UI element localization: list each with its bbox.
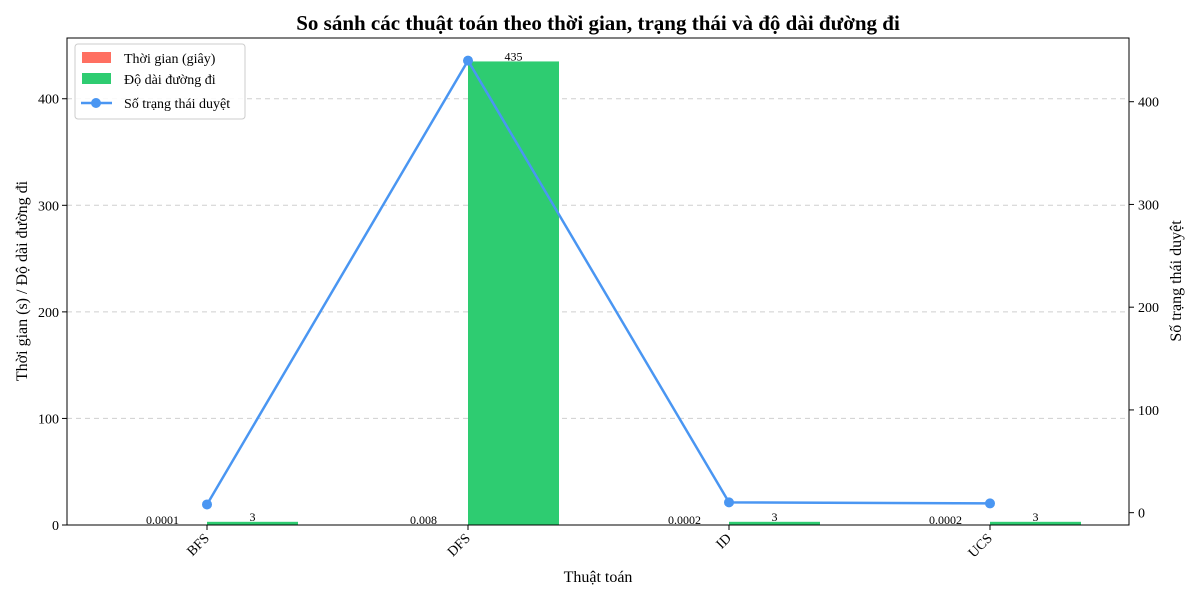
chart-title: So sánh các thuật toán theo thời gian, t… <box>296 11 900 35</box>
bar-label-time: 0.0002 <box>929 513 962 527</box>
y-tick-label: 400 <box>38 93 59 108</box>
bar-label-length: 435 <box>505 49 523 63</box>
y2-tick-label: 100 <box>1138 404 1159 419</box>
y-axis-left: 0 100 200 300 400 <box>38 93 67 534</box>
bar-label-length: 3 <box>1033 510 1039 524</box>
x-axis-label: Thuật toán <box>564 569 633 586</box>
bar-length <box>207 521 298 525</box>
y-tick-label: 300 <box>38 199 59 214</box>
bar-length <box>468 61 559 525</box>
line-point <box>724 497 734 508</box>
line-point <box>985 498 995 509</box>
legend-swatch <box>82 52 111 63</box>
line-point <box>463 55 473 66</box>
bar-label-length: 3 <box>772 510 778 524</box>
bar-labels: 0.0001 3 0.008 435 0.0002 3 0.0002 3 <box>146 49 1039 527</box>
y-axis-right: 0 100 200 300 400 <box>1129 96 1159 522</box>
y-axis-label: Thời gian (s) / Độ dài đường đi <box>14 180 31 381</box>
legend-label: Độ dài đường đi <box>124 73 216 88</box>
y2-tick-label: 400 <box>1138 96 1159 111</box>
grid-lines <box>67 98 1129 419</box>
bar-label-time: 0.0001 <box>146 513 179 527</box>
legend-box <box>74 43 246 120</box>
line-point <box>202 499 212 510</box>
y2-tick-label: 0 <box>1138 507 1145 522</box>
legend-swatch <box>82 73 111 84</box>
y-tick-label: 100 <box>38 412 59 427</box>
line-series <box>202 55 995 510</box>
bar-length <box>729 521 820 525</box>
y-tick-label: 200 <box>38 306 59 321</box>
y-tick-label: 0 <box>52 519 59 534</box>
bar-label-time: 0.0002 <box>668 513 701 527</box>
y2-axis-label: Số trạng thái duyệt <box>1168 220 1185 342</box>
legend: Thời gian (giây) Độ dài đường đi Số trạng … <box>74 43 246 120</box>
y2-tick-label: 200 <box>1138 301 1159 316</box>
y2-tick-label: 300 <box>1138 198 1159 213</box>
legend-swatch-marker <box>91 98 101 108</box>
legend-label: Thời gian (giây) <box>124 52 216 67</box>
legend-label: Số trạng thái duyệt <box>124 97 230 112</box>
bar-label-length: 3 <box>250 510 256 524</box>
plot-frame <box>66 37 1130 526</box>
bar-label-time: 0.008 <box>410 513 437 527</box>
bar-length <box>990 521 1081 525</box>
line-path <box>205 58 991 506</box>
